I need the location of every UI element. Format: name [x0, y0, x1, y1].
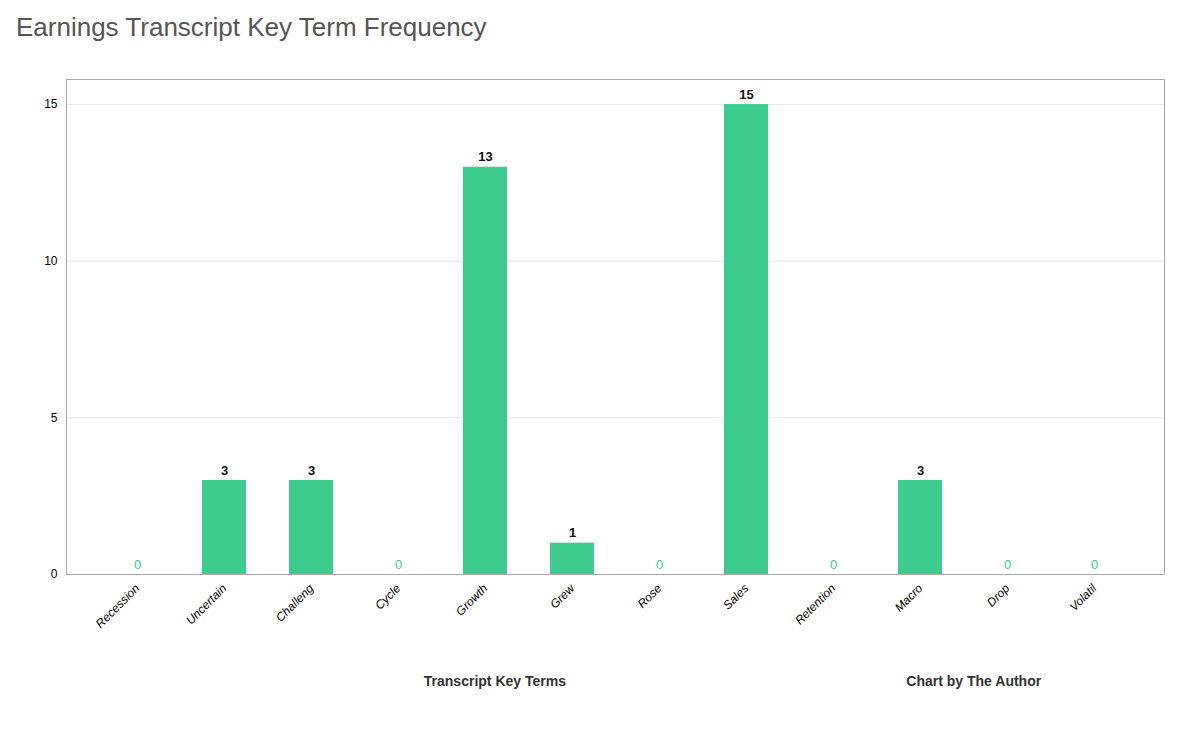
- svg-text:Grew: Grew: [547, 580, 578, 611]
- svg-text:Challeng: Challeng: [273, 581, 317, 625]
- svg-text:Sales: Sales: [720, 581, 751, 612]
- svg-text:Cycle: Cycle: [372, 581, 403, 612]
- svg-text:Volatil: Volatil: [1067, 581, 1100, 614]
- svg-text:Recession: Recession: [93, 581, 143, 631]
- svg-text:15: 15: [739, 87, 753, 102]
- svg-text:0: 0: [1091, 557, 1098, 572]
- svg-text:0: 0: [134, 557, 141, 572]
- svg-text:3: 3: [308, 463, 315, 478]
- html-text:Chart by The Author: Chart by The Author: [906, 673, 1042, 689]
- svg-text:0: 0: [51, 567, 58, 581]
- svg-text:10: 10: [44, 254, 58, 268]
- svg-text:13: 13: [478, 149, 492, 164]
- svg-text:Drop: Drop: [984, 581, 1013, 610]
- svg-text:Macro: Macro: [892, 581, 926, 615]
- svg-text:Rose: Rose: [635, 581, 665, 611]
- svg-text:0: 0: [656, 557, 663, 572]
- svg-text:0: 0: [830, 557, 837, 572]
- svg-text:0: 0: [1004, 557, 1011, 572]
- html-text:Earnings Transcript Key Term F: Earnings Transcript Key Term Frequency: [16, 12, 487, 42]
- svg-text:5: 5: [51, 411, 58, 425]
- svg-text:0: 0: [395, 557, 402, 572]
- svg-text:Uncertain: Uncertain: [183, 581, 229, 627]
- html-text:Transcript Key Terms: Transcript Key Terms: [423, 673, 566, 689]
- svg-text:3: 3: [917, 463, 924, 478]
- svg-text:Retention: Retention: [792, 581, 838, 627]
- svg-text:1: 1: [569, 525, 576, 540]
- svg-text:15: 15: [44, 97, 58, 111]
- svg-text:3: 3: [221, 463, 228, 478]
- svg-text:Growth: Growth: [453, 581, 490, 618]
